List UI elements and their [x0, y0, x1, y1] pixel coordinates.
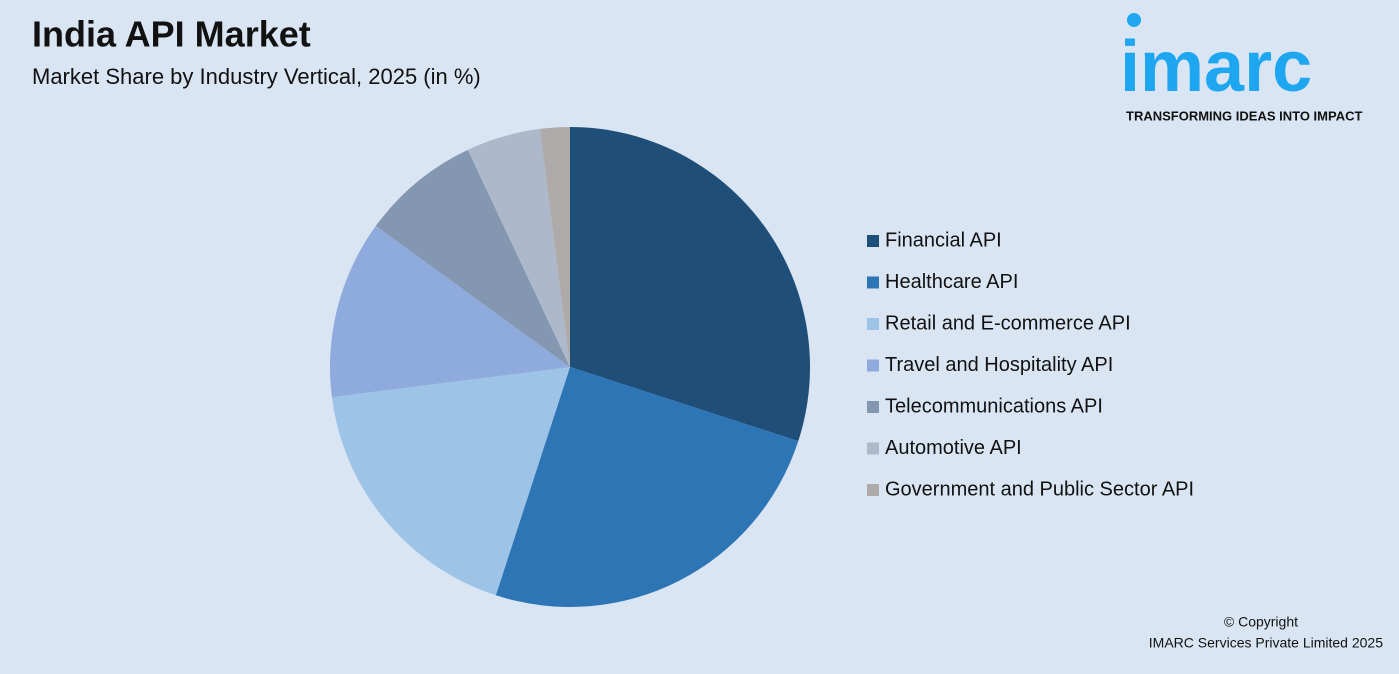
pie-slice: [570, 127, 810, 442]
legend-label: Healthcare API: [885, 271, 1018, 293]
legend-label: Financial API: [885, 229, 1002, 251]
legend-swatch: [867, 318, 879, 330]
legend-label: Telecommunications API: [885, 395, 1103, 417]
pie-slice: [467, 128, 570, 367]
legend-swatch: [867, 442, 879, 455]
legend-label: Government and Public Sector API: [885, 478, 1194, 500]
legend-swatch: [867, 484, 879, 496]
pie-slice: [539, 127, 570, 367]
pie-slice: [331, 367, 570, 596]
logo: imarc: [1120, 27, 1312, 107]
pie-slice: [330, 225, 570, 398]
chart-title: India API Market: [32, 14, 311, 55]
logo-tagline: TRANSFORMING IDEAS INTO IMPACT: [1126, 108, 1362, 123]
legend-swatch: [867, 401, 879, 413]
logo-dot: [1127, 13, 1141, 27]
legend-swatch: [867, 276, 879, 289]
chart-subtitle: Market Share by Industry Vertical, 2025 …: [32, 64, 481, 89]
legend-swatch: [867, 359, 879, 372]
company: IMARC Services Private Limited 2025: [1149, 635, 1383, 651]
legend-swatch: [867, 235, 879, 247]
legend-label: Retail and E-commerce API: [885, 312, 1131, 334]
pie-slice: [375, 149, 570, 367]
legend-label: Travel and Hospitality API: [885, 354, 1113, 376]
pie-slice: [495, 367, 799, 607]
legend-label: Automotive API: [885, 437, 1022, 459]
copyright: © Copyright: [1224, 614, 1298, 630]
